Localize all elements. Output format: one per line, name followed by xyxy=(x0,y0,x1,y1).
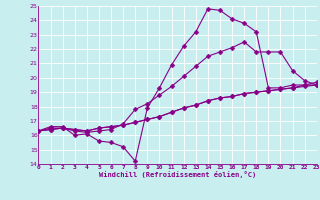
X-axis label: Windchill (Refroidissement éolien,°C): Windchill (Refroidissement éolien,°C) xyxy=(99,171,256,178)
